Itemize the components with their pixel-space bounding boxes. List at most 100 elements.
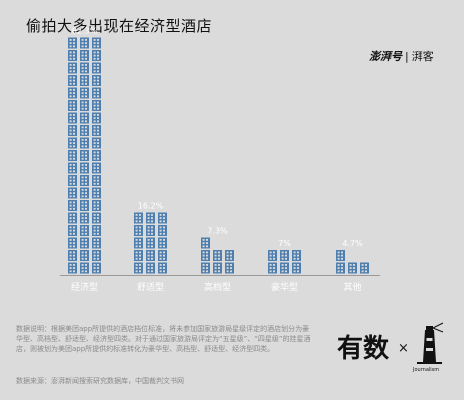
hotel-icon [92, 162, 101, 174]
data-label: 16.2% [138, 202, 164, 211]
hotel-icon [68, 250, 77, 261]
category-label: 其他 [343, 281, 361, 293]
hotel-icon [92, 62, 101, 74]
lighthouse-icon [417, 322, 444, 364]
data-label: 7% [278, 239, 291, 248]
youshu-logo: 有数 [337, 334, 390, 364]
hotel-icon [68, 62, 77, 74]
hotel-icon [92, 37, 101, 49]
hotel-icon [134, 250, 143, 261]
hotel-icon [158, 250, 167, 261]
hotel-icon [213, 250, 222, 261]
hotel-icon [92, 125, 101, 136]
hotel-icon [68, 237, 77, 249]
category-label: 豪华型 [271, 281, 298, 293]
hotel-icon [68, 200, 77, 211]
hotel-icon [92, 50, 101, 61]
hotel-icon [336, 262, 345, 274]
bar-高档型 [201, 237, 234, 274]
hotel-icon [80, 125, 89, 136]
data-label: 4.7% [342, 239, 363, 248]
hotel-icon [92, 75, 101, 86]
brand-name: 湃客 [411, 50, 434, 63]
journalism-label: Journalism [413, 367, 440, 373]
hotel-icon [146, 212, 155, 224]
hotel-icon [360, 262, 369, 274]
hotel-icon [68, 112, 77, 124]
hotel-icon [92, 225, 101, 236]
hotel-icon [146, 250, 155, 261]
hotel-icon [158, 225, 167, 236]
bar-舒适型 [134, 212, 167, 274]
hotel-icon [80, 237, 89, 249]
hotel-icon [80, 175, 89, 186]
hotel-icon [80, 150, 89, 161]
category-label: 经济型 [71, 281, 98, 293]
hotel-icon [201, 250, 210, 261]
hotel-icon [80, 262, 89, 274]
hotel-icon [92, 150, 101, 161]
data-label: 62.3% [72, 27, 98, 36]
hotel-icon [92, 87, 101, 99]
page-title: 偷拍大多出现在经济型酒店 [26, 17, 213, 35]
hotel-icon [68, 50, 77, 61]
hotel-icon [68, 187, 77, 199]
hotel-icon [68, 137, 77, 149]
bar-经济型 [68, 37, 101, 274]
hotel-icon [92, 212, 101, 224]
hotel-icon [68, 175, 77, 186]
hotel-icon [80, 225, 89, 236]
hotel-icon [80, 162, 89, 174]
brand-separator: | [405, 50, 409, 63]
bar-其他 [336, 250, 369, 274]
hotel-icon [92, 175, 101, 186]
hotel-icon [92, 100, 101, 111]
hotel-icon [280, 262, 289, 274]
hotel-icon [292, 262, 301, 274]
hotel-icon [68, 125, 77, 136]
hotel-icon [336, 250, 345, 261]
hotel-icon [225, 262, 234, 274]
hotel-icon [92, 200, 101, 211]
hotel-icon [80, 50, 89, 61]
hotel-icon [68, 162, 77, 174]
category-label: 舒适型 [137, 281, 164, 293]
hotel-icon [146, 237, 155, 249]
hotel-icon [146, 225, 155, 236]
bar-豪华型 [268, 250, 301, 274]
hotel-icon [80, 187, 89, 199]
hotel-icon [80, 212, 89, 224]
hotel-icon [68, 225, 77, 236]
hotel-icon [134, 225, 143, 236]
logo-cross: × [398, 341, 409, 356]
hotel-icon [201, 262, 210, 274]
hotel-icon [80, 37, 89, 49]
hotel-icon [68, 262, 77, 274]
hotel-icon [158, 262, 167, 274]
hotel-icon [80, 137, 89, 149]
hotel-icon [80, 62, 89, 74]
hotel-icon [68, 87, 77, 99]
hotel-icon [80, 112, 89, 124]
hotel-icon [268, 262, 277, 274]
hotel-icon [134, 262, 143, 274]
hotel-icon [134, 212, 143, 224]
hotel-icon [225, 250, 234, 261]
hotel-icon [292, 250, 301, 261]
hotel-icon [80, 250, 89, 261]
hotel-icon [80, 100, 89, 111]
hotel-icon [268, 250, 277, 261]
hotel-icon [92, 112, 101, 124]
hotel-icon [213, 262, 222, 274]
data-source: 数据来源：澎湃新闻搜索研究数据库，中国裁判文书网 [16, 377, 184, 385]
data-note: 数据说明：根据美团app所提供的酒店档位标准，将未参加国家旅游局星级评定的酒店划… [16, 325, 311, 353]
hotel-icon [68, 212, 77, 224]
hotel-icon [68, 75, 77, 86]
hotel-icon [68, 37, 77, 49]
hotel-icon [92, 237, 101, 249]
hotel-icon [80, 75, 89, 86]
hotel-icon [92, 137, 101, 149]
hotel-icon [68, 150, 77, 161]
hotel-icon [201, 237, 210, 249]
hotel-icon [92, 262, 101, 274]
